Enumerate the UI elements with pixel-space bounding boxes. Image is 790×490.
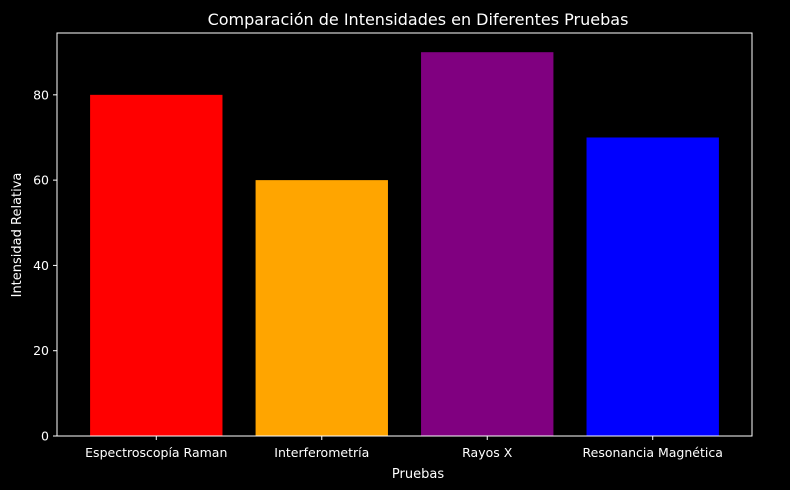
y-tick-label: 0 bbox=[41, 429, 49, 444]
x-axis-label: Pruebas bbox=[392, 467, 444, 482]
bar-3 bbox=[421, 52, 554, 436]
x-tick-label: Espectroscopía Raman bbox=[85, 445, 227, 460]
y-tick-label: 60 bbox=[33, 173, 49, 188]
bar-2 bbox=[255, 180, 388, 436]
chart-title: Comparación de Intensidades en Diferente… bbox=[208, 10, 629, 29]
y-axis-label: Intensidad Relativa bbox=[10, 173, 25, 298]
y-tick-label: 20 bbox=[33, 343, 49, 358]
x-tick-label: Resonancia Magnética bbox=[583, 445, 723, 460]
bar-1 bbox=[90, 94, 223, 437]
y-axis-ticks: 0 20 40 60 80 bbox=[33, 87, 57, 444]
bar-4 bbox=[586, 137, 719, 436]
plot-frame bbox=[56, 32, 753, 437]
x-tick-label: Interferometría bbox=[274, 445, 369, 460]
y-tick-label: 40 bbox=[33, 258, 49, 273]
y-tick-label: 80 bbox=[33, 87, 49, 102]
x-tick-label: Rayos X bbox=[462, 445, 513, 460]
bars-group bbox=[90, 52, 719, 437]
x-axis-ticks: Espectroscopía Raman Interferometría Rayos… bbox=[85, 436, 723, 460]
